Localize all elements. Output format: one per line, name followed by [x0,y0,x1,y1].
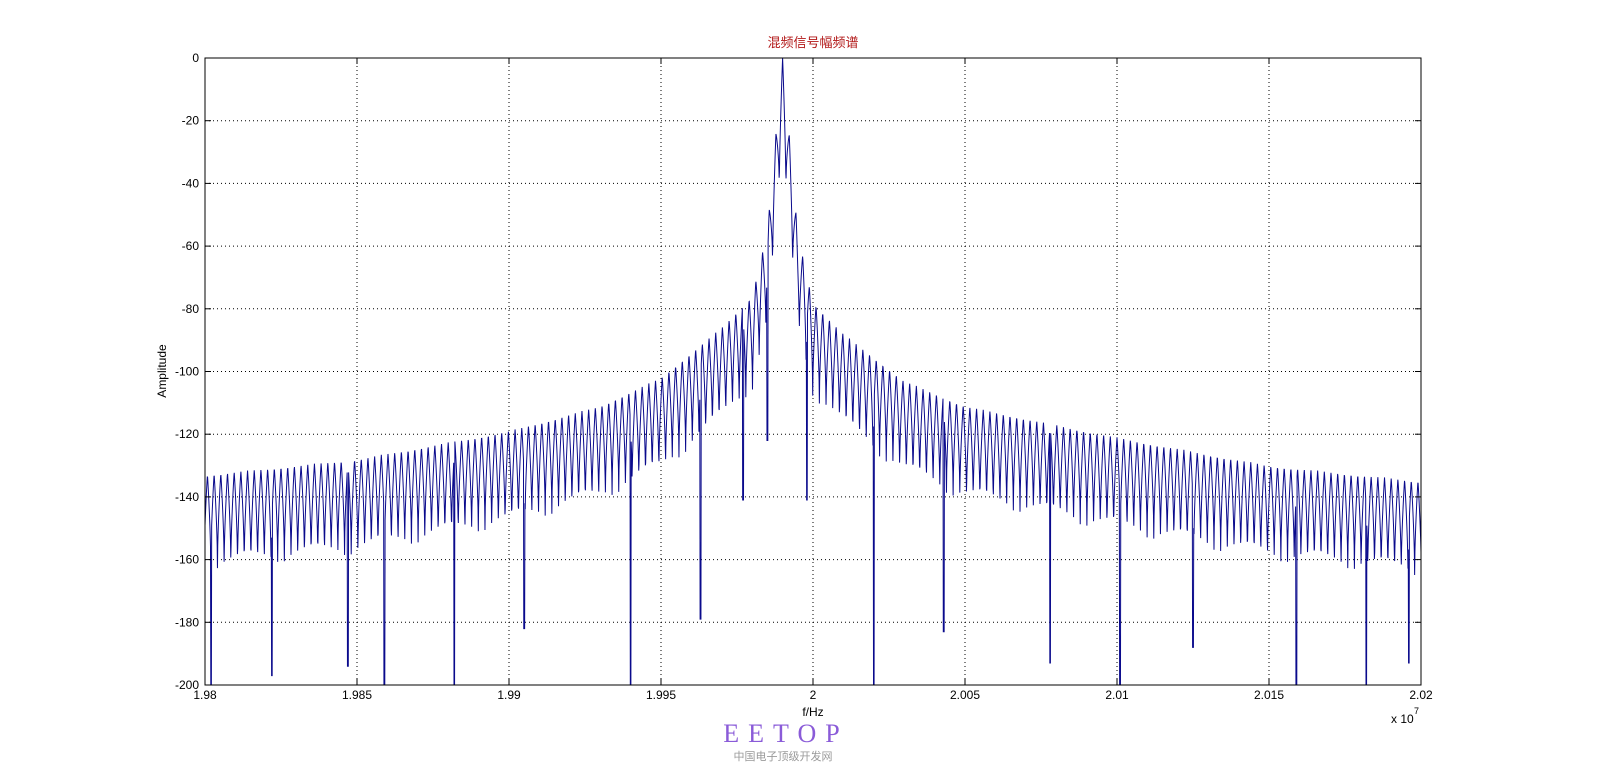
y-tick-label: -200 [175,678,199,692]
data-line-group [204,57,1422,686]
x-tick-label: 1.985 [342,688,372,702]
y-tick-label: -140 [175,490,199,504]
y-tick-label: -60 [182,239,200,253]
y-tick-label: -20 [182,114,200,128]
x-axis-label: f/Hz [802,705,823,719]
watermark-logo: EETOP [723,719,848,748]
y-tick-label: -100 [175,365,199,379]
x-tick-label: 2.02 [1409,688,1433,702]
chart-title: 混频信号幅频谱 [767,36,858,51]
y-tick-label: -180 [175,615,199,629]
y-axis-label: Amplitude [155,344,169,398]
x-tick-label: 2 [810,688,817,702]
x-exponent-label: x 10 [1391,712,1414,726]
y-tick-label: -80 [182,302,200,316]
x-tick-label: 2.01 [1105,688,1129,702]
x-exponent-power: 7 [1414,706,1419,716]
x-tick-label: 1.98 [193,688,217,702]
x-tick-label: 2.005 [950,688,980,702]
y-tick-label: -160 [175,553,199,567]
grid-lines [205,58,1421,685]
y-tick-label: 0 [192,51,199,65]
watermark-subtitle: 中国电子顶级开发网 [734,749,833,763]
x-tick-label: 1.99 [497,688,521,702]
y-tick-label: -120 [175,427,199,441]
axis-ticks: 1.98 1.985 1.99 1.995 2 2.005 2.01 2.015 2.02 0 -2… [175,51,1433,702]
y-tick-label: -40 [182,176,200,190]
x-tick-label: 2.015 [1254,688,1284,702]
spectrum-line [204,57,1422,686]
x-tick-label: 1.995 [646,688,676,702]
